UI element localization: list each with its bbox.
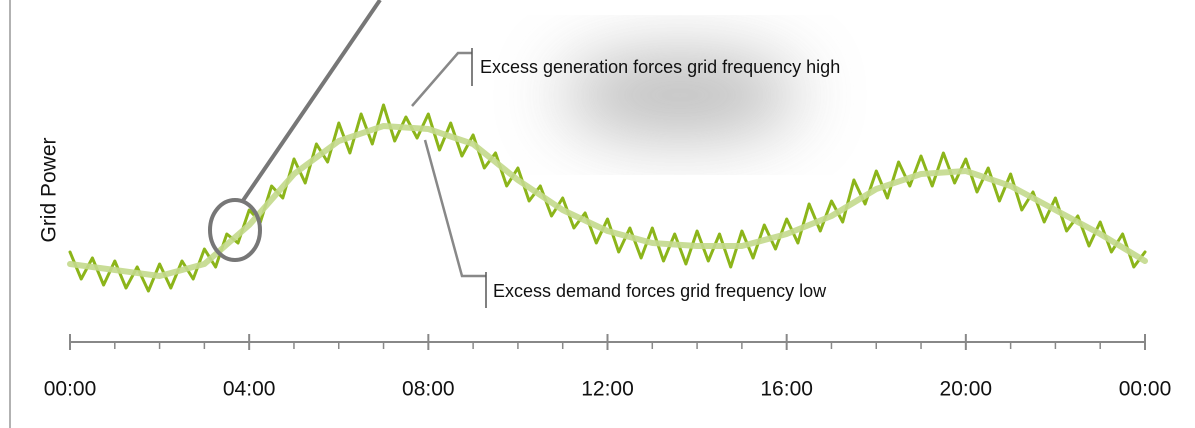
leader bbox=[240, 0, 382, 204]
x-tick-label: 04:00 bbox=[223, 378, 276, 401]
x-tick-label: 00:00 bbox=[44, 378, 97, 401]
annotation: Excess generation forces grid frequency … bbox=[480, 57, 840, 77]
leader bbox=[423, 139, 486, 278]
highlight-circle bbox=[208, 198, 262, 262]
x-tick-label: 16:00 bbox=[760, 378, 813, 401]
callouts: Excess generation forces grid frequency … bbox=[208, 0, 840, 308]
x-tick-label: 00:00 bbox=[1119, 378, 1172, 401]
x-tick-label: 20:00 bbox=[940, 378, 993, 401]
smooth-line bbox=[67, 123, 1148, 279]
y-axis-label: Grid Power bbox=[38, 137, 61, 242]
x-tick-label: 08:00 bbox=[402, 378, 455, 401]
plot: 00:00 04:00 08:00 12:00 16:00 20:00 00:00 bbox=[44, 103, 1172, 401]
shadow bbox=[560, 55, 800, 135]
leader bbox=[411, 51, 472, 107]
annotation: Excess demand forces grid frequency low bbox=[493, 281, 827, 301]
noisy-line bbox=[68, 103, 1147, 293]
x-tick-label: 12:00 bbox=[581, 378, 634, 401]
